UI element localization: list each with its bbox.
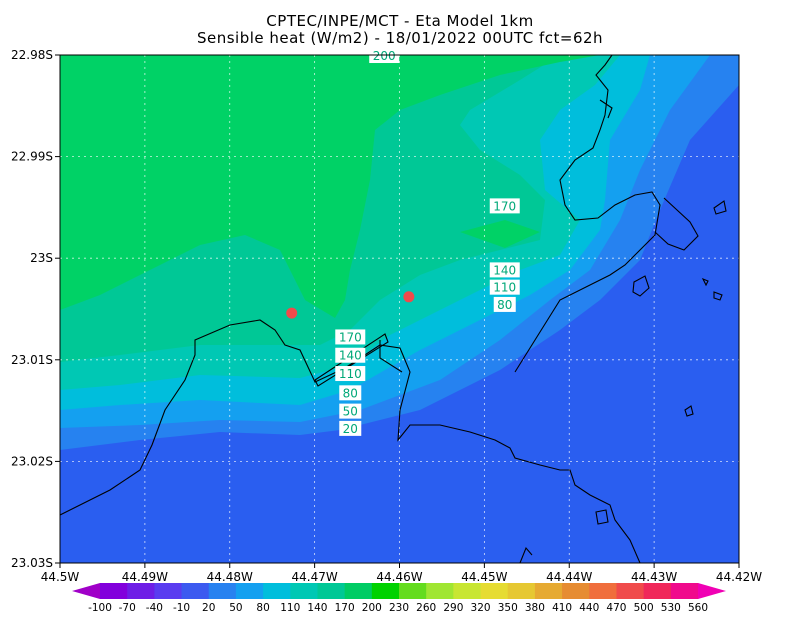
colorbar: -100 -70 -40 -10 20 50 80 110 140 170 200 230 260 290… — [72, 583, 726, 614]
colorbar-swatch — [317, 583, 346, 599]
colorbar-label: -40 — [146, 602, 163, 614]
contour-label-box — [335, 366, 366, 382]
colorbar-swatch — [670, 583, 699, 599]
chart-subtitle: Sensible heat (W/m2) - 18/01/2022 00UTC … — [196, 29, 604, 47]
y-tick-label: 23.01S — [11, 353, 53, 367]
contour-label-box — [493, 296, 516, 312]
x-tick-label: 44.45W — [461, 570, 507, 584]
contour-label-box — [339, 403, 362, 419]
x-tick-label: 44.44W — [546, 570, 592, 584]
x-tick-label: 44.48W — [207, 570, 253, 584]
contour-label: 140 — [493, 263, 516, 277]
contour-label: 110 — [493, 281, 516, 295]
chart-title: CPTEC/INPE/MCT - Eta Model 1km — [266, 12, 534, 30]
x-tick-label: 44.46W — [376, 570, 422, 584]
contour-label: 80 — [343, 386, 358, 400]
contour-label: 50 — [343, 405, 358, 419]
colorbar-label: 530 — [661, 602, 681, 614]
x-tick-label: 44.5W — [41, 570, 80, 584]
contour-label-box — [489, 262, 520, 278]
y-tick-label: 23S — [30, 251, 53, 265]
x-tick-label: 44.47W — [292, 570, 338, 584]
y-axis: 22.98S 22.99S 23S 23.01S 23.02S 23.03S — [11, 48, 60, 570]
colorbar-label: 500 — [634, 602, 654, 614]
contour-label: 140 — [339, 349, 362, 363]
colorbar-swatch — [643, 583, 672, 599]
colorbar-swatch — [507, 583, 536, 599]
contour-label-box — [335, 329, 366, 345]
colorbar-swatch — [589, 583, 617, 599]
colorbar-label: 50 — [229, 602, 242, 614]
colorbar-swatch — [426, 583, 454, 599]
colorbar-label: 440 — [579, 602, 599, 614]
colorbar-arrow-high — [698, 583, 726, 599]
contour-labels: 200 170 140 110 80 170 140 110 80 50 20 — [335, 48, 520, 436]
colorbar-label: 260 — [416, 602, 436, 614]
fill-200-core — [460, 220, 540, 248]
contour-label-box — [339, 385, 362, 401]
colorbar-label: 110 — [280, 602, 300, 614]
fill-200 — [60, 55, 600, 318]
colorbar-swatch — [453, 583, 482, 599]
contour-label-box — [339, 420, 362, 436]
colorbar-label: 350 — [498, 602, 518, 614]
y-tick-label: 22.99S — [11, 150, 53, 164]
location-marker — [403, 291, 415, 303]
colorbar-swatch — [208, 583, 237, 599]
colorbar-label: -10 — [173, 602, 190, 614]
coastline — [60, 55, 727, 563]
colorbar-swatch — [235, 583, 264, 599]
contour-label: 170 — [339, 330, 362, 344]
x-tick-label: 44.43W — [631, 570, 677, 584]
colorbar-label: 470 — [606, 602, 626, 614]
colorbar-label: 20 — [202, 602, 215, 614]
colorbar-swatch — [480, 583, 509, 599]
contour-label: 80 — [497, 298, 512, 312]
x-tick-label: 44.49W — [122, 570, 168, 584]
markers — [286, 291, 415, 319]
contour-label-box — [369, 48, 400, 64]
colorbar-swatch — [534, 583, 563, 599]
colorbar-label: 140 — [307, 602, 327, 614]
colorbar-label: 200 — [362, 602, 382, 614]
contour-label-box — [489, 198, 520, 214]
colorbar-swatch — [562, 583, 590, 599]
x-tick-label: 44.42W — [716, 570, 762, 584]
contour-label-box — [489, 279, 520, 295]
colorbar-label: 410 — [552, 602, 572, 614]
colorbar-swatch — [181, 583, 210, 599]
colorbar-label: 380 — [525, 602, 545, 614]
colorbar-swatch — [263, 583, 291, 599]
contour-label: 200 — [373, 49, 396, 63]
y-tick-label: 23.02S — [11, 454, 53, 468]
y-tick-label: 23.03S — [11, 556, 53, 570]
colorbar-swatch — [399, 583, 427, 599]
grid — [60, 55, 739, 563]
colorbar-swatch — [154, 583, 183, 599]
colorbar-swatch — [290, 583, 318, 599]
colorbar-arrow-low — [72, 583, 100, 599]
colorbar-label: -70 — [119, 602, 136, 614]
colorbar-label: 80 — [256, 602, 269, 614]
contour-label: 20 — [343, 422, 358, 436]
contour-label: 110 — [339, 367, 362, 381]
x-axis: 44.5W 44.49W 44.48W 44.47W 44.46W 44.45W 44.44… — [41, 563, 762, 584]
colorbar-label: 560 — [688, 602, 708, 614]
colorbar-swatch — [344, 583, 373, 599]
colorbar-swatch — [100, 583, 128, 599]
contour-label-box — [335, 347, 366, 363]
colorbar-label: 290 — [443, 602, 463, 614]
location-marker — [286, 307, 298, 319]
contour-label: 170 — [493, 199, 516, 213]
colorbar-label: 230 — [389, 602, 409, 614]
colorbar-swatch — [371, 583, 400, 599]
y-tick-label: 22.98S — [11, 48, 53, 62]
colorbar-label: 170 — [335, 602, 355, 614]
colorbar-swatch — [616, 583, 645, 599]
colorbar-label: 320 — [471, 602, 491, 614]
colorbar-swatch — [127, 583, 155, 599]
colorbar-label: -100 — [88, 602, 112, 614]
